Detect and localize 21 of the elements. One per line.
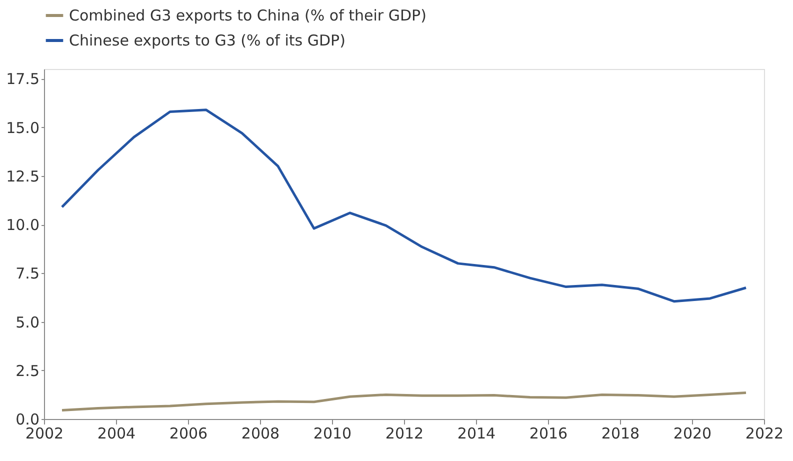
x-tick-label: 2006 — [169, 424, 208, 442]
x-tick-label: 2022 — [745, 424, 784, 442]
line-series — [60, 108, 748, 303]
y-tick-label: 7.5 — [16, 264, 40, 283]
x-tick-label: 2018 — [601, 424, 640, 442]
y-tick-label: 15.0 — [6, 118, 40, 137]
x-tick-label: 2008 — [241, 424, 280, 442]
x-tick-label: 2020 — [673, 424, 712, 442]
x-tick-label: 2012 — [385, 424, 424, 442]
x-tick-label: 2016 — [529, 424, 568, 442]
legend-label: Chinese exports to G3 (% of its GDP) — [69, 32, 346, 50]
line-series — [60, 392, 748, 412]
x-tick-label: 2014 — [457, 424, 496, 442]
y-tick-label: 12.5 — [6, 167, 40, 186]
y-tick-label: 5.0 — [16, 313, 40, 332]
legend-label: Combined G3 exports to China (% of their GDP) — [69, 6, 426, 24]
y-tick-label: 2.5 — [16, 362, 40, 380]
x-tick-label: 2010 — [313, 424, 352, 442]
y-tick-label: 10.0 — [6, 216, 40, 234]
y-tick-label: 17.5 — [6, 70, 40, 88]
x-tick-label: 2004 — [97, 424, 136, 442]
